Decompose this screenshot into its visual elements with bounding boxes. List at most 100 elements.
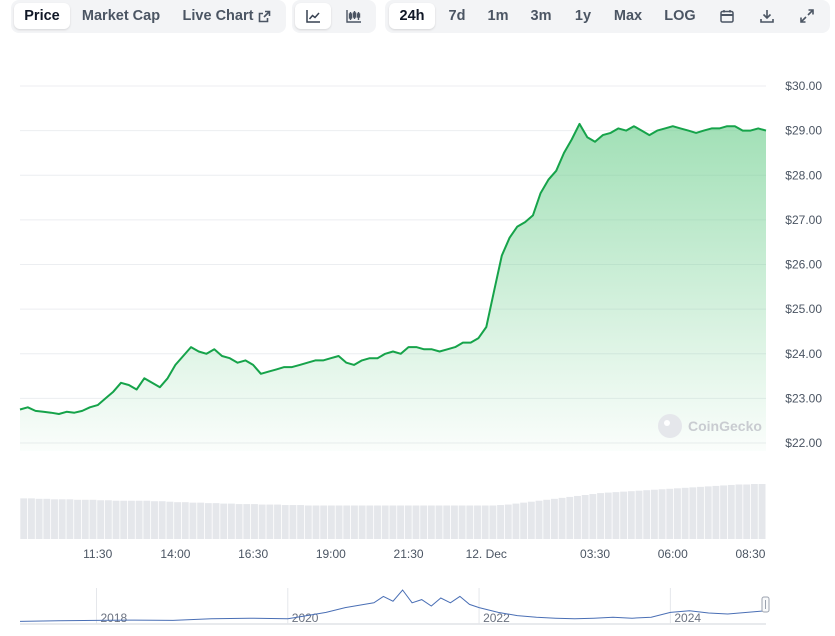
range-7d-label: 7d bbox=[448, 8, 466, 24]
price-chart[interactable]: $30.00 $29.00 $28.00 $27.00 $26.00 $25.00 $24.… bbox=[0, 40, 835, 636]
range-24h[interactable]: 24h bbox=[389, 3, 435, 29]
volume-bar bbox=[466, 505, 474, 539]
y-axis-tick-label: $23.00 bbox=[785, 391, 822, 405]
range-max[interactable]: Max bbox=[605, 3, 651, 29]
y-axis-tick-label: $22.00 bbox=[785, 436, 822, 450]
navigator-price-line bbox=[19, 589, 767, 622]
volume-bar bbox=[558, 497, 566, 539]
volume-bar bbox=[297, 505, 305, 539]
line-chart-icon bbox=[305, 9, 321, 23]
volume-bar bbox=[66, 499, 74, 539]
volume-bar bbox=[643, 490, 651, 539]
volume-bar bbox=[535, 500, 543, 539]
volume-bar bbox=[158, 501, 166, 539]
y-axis-tick-label: $27.00 bbox=[785, 213, 822, 227]
volume-bar bbox=[727, 484, 735, 539]
volume-bar bbox=[343, 505, 351, 539]
tab-live-chart-label: Live Chart bbox=[182, 8, 254, 24]
volume-bar bbox=[274, 504, 281, 539]
volume-bar bbox=[704, 486, 712, 539]
tab-live-chart[interactable]: Live Chart bbox=[174, 3, 280, 29]
x-axis-tick-label: 11:30 bbox=[83, 547, 112, 561]
volume-bar bbox=[281, 505, 289, 539]
range-1y[interactable]: 1y bbox=[565, 3, 601, 29]
range-1m-label: 1m bbox=[487, 8, 509, 24]
volume-bar bbox=[566, 496, 574, 539]
volume-bar bbox=[374, 505, 381, 539]
volume-bar bbox=[697, 486, 704, 539]
volume-bar bbox=[712, 485, 720, 539]
volume-bar bbox=[589, 494, 597, 539]
range-tab-group: 24h 7d 1m 3m 1y Max LOG bbox=[385, 0, 830, 33]
volume-bar bbox=[358, 505, 366, 539]
candlestick-chart-icon bbox=[346, 9, 362, 23]
navigator-year-label: 2018 bbox=[101, 611, 128, 625]
volume-bar bbox=[504, 504, 512, 539]
volume-bar bbox=[258, 504, 266, 539]
volume-bar bbox=[320, 505, 328, 539]
navigator-year-label: 2022 bbox=[483, 611, 510, 625]
tab-price-label: Price bbox=[24, 8, 60, 24]
tab-market-cap[interactable]: Market Cap bbox=[73, 3, 169, 29]
volume-bar bbox=[397, 505, 405, 539]
volume-bar bbox=[674, 488, 681, 539]
volume-bar bbox=[74, 499, 82, 539]
volume-bar bbox=[181, 502, 189, 539]
line-chart-button[interactable] bbox=[295, 3, 331, 29]
volume-bar bbox=[543, 499, 551, 539]
volume-bar bbox=[135, 500, 143, 539]
date-range-button[interactable] bbox=[709, 3, 745, 29]
tab-market-cap-label: Market Cap bbox=[81, 8, 161, 24]
volume-bar bbox=[381, 505, 389, 539]
chart-toolbar: Price Market Cap Live Chart bbox=[0, 0, 835, 33]
volume-bar bbox=[474, 505, 481, 539]
range-3m-label: 3m bbox=[530, 8, 552, 24]
watermark-text: CoinGecko bbox=[688, 418, 762, 434]
volume-bar bbox=[581, 495, 589, 539]
y-axis-tick-label: $29.00 bbox=[785, 124, 822, 138]
price-chart-area[interactable]: $30.00 $29.00 $28.00 $27.00 $26.00 $25.00 $24.… bbox=[0, 40, 835, 636]
volume-bar bbox=[289, 505, 297, 539]
log-scale-label: LOG bbox=[664, 8, 696, 24]
volume-bar bbox=[27, 498, 35, 539]
volume-bar bbox=[681, 487, 689, 539]
volume-bar bbox=[443, 505, 451, 539]
range-1m[interactable]: 1m bbox=[479, 3, 517, 29]
download-button[interactable] bbox=[749, 3, 785, 29]
x-axis-tick-label: 12. Dec bbox=[466, 547, 507, 561]
y-axis-tick-label: $25.00 bbox=[785, 302, 822, 316]
x-axis-tick-label: 16:30 bbox=[238, 547, 268, 561]
coingecko-watermark: CoinGecko bbox=[658, 414, 762, 438]
volume-bar bbox=[481, 505, 489, 539]
volume-bar bbox=[497, 505, 505, 539]
volume-bar bbox=[20, 498, 28, 539]
range-7d[interactable]: 7d bbox=[439, 3, 475, 29]
volume-bar bbox=[43, 498, 51, 539]
volume-bar bbox=[635, 490, 643, 539]
volume-bar bbox=[597, 493, 604, 539]
volume-bar bbox=[689, 487, 697, 539]
candlestick-chart-button[interactable] bbox=[336, 3, 372, 29]
fullscreen-button[interactable] bbox=[789, 3, 825, 29]
volume-bar bbox=[743, 484, 751, 539]
volume-bar bbox=[758, 484, 766, 539]
volume-bar bbox=[435, 505, 443, 539]
log-scale-toggle[interactable]: LOG bbox=[655, 3, 705, 29]
calendar-icon bbox=[720, 9, 734, 23]
range-navigator[interactable]: 2018 2020 2022 2024 bbox=[19, 588, 770, 625]
volume-bar bbox=[197, 502, 205, 539]
y-axis-tick-label: $30.00 bbox=[785, 79, 822, 93]
volume-bar bbox=[604, 492, 612, 539]
volume-bar bbox=[120, 500, 128, 539]
x-axis-tick-label: 21:30 bbox=[394, 547, 424, 561]
range-3m[interactable]: 3m bbox=[521, 3, 561, 29]
volume-bar bbox=[266, 504, 274, 539]
volume-bar bbox=[189, 502, 197, 539]
volume-bar bbox=[89, 499, 97, 539]
volume-bar bbox=[574, 495, 581, 539]
tab-price[interactable]: Price bbox=[14, 3, 70, 29]
volume-bar bbox=[427, 505, 435, 539]
volume-bar bbox=[351, 505, 358, 539]
volume-bar bbox=[204, 503, 212, 539]
volume-bar bbox=[58, 499, 66, 539]
